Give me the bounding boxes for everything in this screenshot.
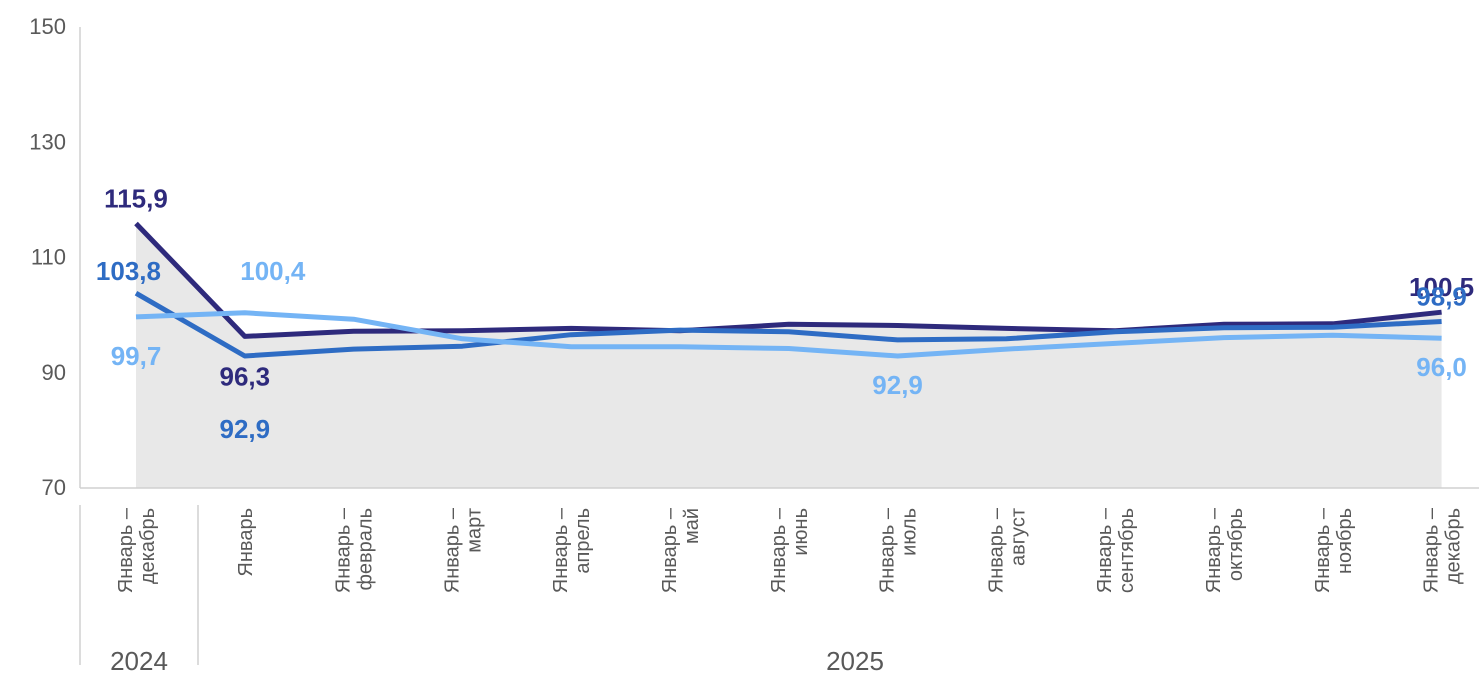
year-group-label: 2024 [110,646,168,675]
series-lines [134,221,1442,359]
x-tick-line: Январь – [333,507,355,593]
x-tick-line: Январь – [768,507,790,593]
x-tick-label: Январь – октябрь [1203,507,1247,593]
x-tick-line: февраль [355,508,377,591]
data-label: 92,9 [872,370,923,400]
x-tick-line: сентябрь [1116,508,1138,593]
x-tick-line: декабрь [1443,508,1465,584]
x-tick-line: май [681,508,703,544]
data-label: 100,4 [240,256,306,286]
series-line-2 [134,291,1442,359]
x-tick-line: октябрь [1225,508,1247,581]
x-tick-line: ноябрь [1334,508,1356,574]
data-label: 100,5 [1409,272,1474,302]
series-line-1 [134,221,1442,339]
x-tick-label: Январь – июль [877,507,921,593]
x-tick-line: Январь – [115,507,137,593]
y-tick-label: 70 [42,475,66,500]
data-label: 96,0 [1416,352,1467,382]
x-tick-line: Январь – [441,507,463,593]
x-tick-line: Январь – [550,507,572,593]
x-tick-line: Январь – [1094,507,1116,593]
data-label: 96,3 [219,361,270,391]
data-label: 98,9 [1416,282,1467,312]
x-tick-line: Январь – [659,507,681,593]
x-tick-label: Январь – ноябрь [1312,507,1356,593]
area-layer [136,223,1442,488]
data-labels: 115,9 96,3 100,5 103,8 92,9 98,9 99,7 100,4 92,9… [96,184,1474,445]
x-tick-line: Январь – [1421,507,1443,593]
x-tick-line: Январь – [877,507,899,593]
series-line-3 [135,310,1442,359]
x-tick-label: Январь – июнь [768,507,812,593]
x-tick-line: Январь – [985,507,1007,593]
y-tick-label: 90 [42,360,66,385]
x-tick-label: Январь [235,508,257,577]
x-tick-line: Январь – [1312,507,1334,593]
data-label: 115,9 [104,184,168,214]
data-label: 103,8 [96,256,161,286]
y-tick-label: 110 [31,245,66,270]
x-tick-label: Январь – декабрь [115,507,159,593]
x-tick-label: Январь – февраль [333,507,377,593]
data-label: 92,9 [219,414,270,444]
x-tick-line: Январь [235,508,257,577]
x-tick-label: Январь – апрель [550,507,594,593]
x-tick-line: декабрь [137,508,159,584]
x-tick-line: август [1007,508,1029,566]
y-tick-label: 150 [29,14,66,39]
x-tick-line: Январь – [1203,507,1225,593]
year-group-label: 2025 [826,646,884,675]
x-tick-label: Январь – март [441,507,485,593]
x-tick-line: апрель [572,508,594,574]
x-tick-label: Январь – август [985,507,1029,593]
data-label: 99,7 [111,341,162,371]
y-tick-label: 130 [29,129,66,154]
area-fill [136,223,1442,488]
x-tick-line: июль [899,508,921,556]
x-tick-label: Январь – сентябрь [1094,507,1138,593]
x-tick-line: март [463,508,485,553]
x-tick-label: Январь – декабрь [1421,507,1465,593]
x-tick-label: Январь – май [659,507,703,593]
x-tick-line: июнь [790,508,812,556]
